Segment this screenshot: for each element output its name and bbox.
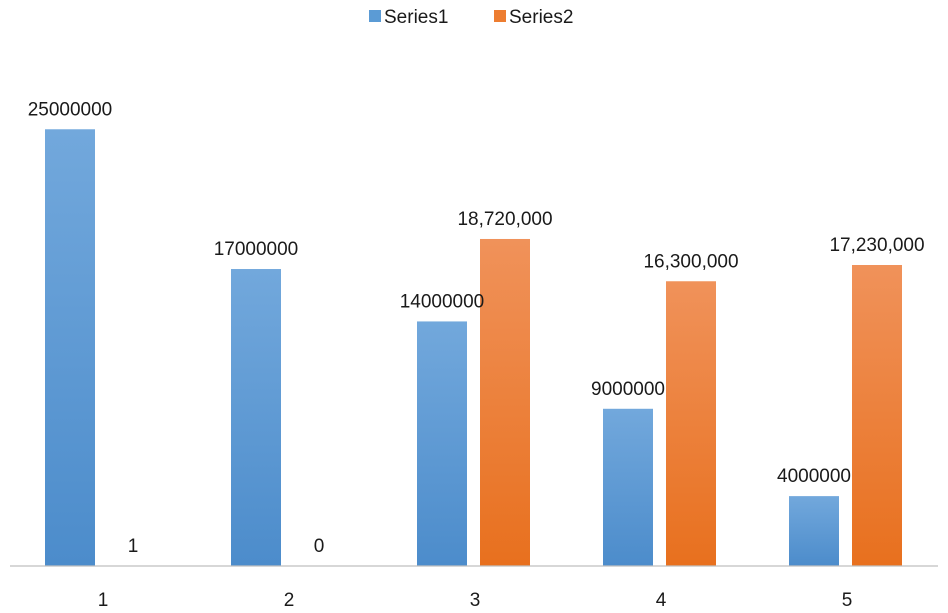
x-tick-label-3: 3 [470, 590, 481, 611]
data-label-series1-cat-2: 17000000 [214, 239, 299, 260]
bar-series2-cat-3 [480, 238, 530, 566]
data-label-series1-cat-1: 25000000 [28, 99, 113, 120]
x-tick-label-2: 2 [284, 590, 295, 611]
legend-label-series1: Series1 [384, 7, 448, 28]
data-label-series2-cat-4: 16,300,000 [643, 251, 738, 272]
legend-swatch-series1 [369, 10, 381, 22]
x-tick-label-4: 4 [656, 590, 667, 611]
chart-legend: Series1 Series2 [369, 7, 573, 28]
x-tick-label-1: 1 [98, 590, 109, 611]
bar-series2-cat-4 [666, 281, 716, 566]
data-label-series1-cat-4: 9000000 [591, 379, 665, 400]
legend-item-series2: Series2 [494, 7, 573, 28]
legend-item-series1: Series1 [369, 7, 448, 28]
data-label-series1-cat-5: 4000000 [777, 466, 851, 487]
data-label-series2-cat-1: 1 [128, 536, 139, 557]
bar-series1-cat-4 [603, 408, 653, 566]
x-tick-label-5: 5 [842, 590, 853, 611]
bar-series1-cat-2 [231, 269, 281, 566]
bar-series1-cat-1 [45, 129, 95, 566]
bar-series1-cat-3 [417, 321, 467, 566]
legend-swatch-series2 [494, 10, 506, 22]
bar-group [45, 129, 902, 566]
data-label-series1-cat-3: 14000000 [400, 291, 485, 312]
legend-label-series2: Series2 [509, 7, 573, 28]
data-label-series2-cat-2: 0 [314, 536, 325, 557]
x-axis-tick-labels: 1 2 3 4 5 [98, 590, 853, 611]
data-label-series2-cat-3: 18,720,000 [457, 209, 552, 230]
data-label-series2-cat-5: 17,230,000 [829, 235, 924, 256]
data-label-group: 25000000 1 17000000 0 14000000 18,720,000 9000… [28, 99, 925, 557]
bar-series1-cat-5 [789, 496, 839, 566]
bar-series2-cat-5 [852, 265, 902, 566]
